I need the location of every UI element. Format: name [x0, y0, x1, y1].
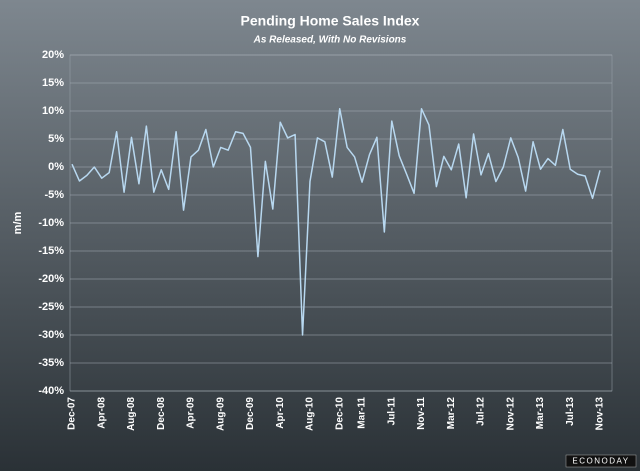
- x-tick-label: Aug-09: [215, 397, 226, 431]
- x-tick-label: Aug-10: [305, 397, 316, 431]
- x-tick-label: Apr-09: [186, 397, 197, 429]
- chart-subtitle: As Released, With No Revisions: [253, 35, 407, 46]
- x-tick-label: Dec-09: [245, 397, 256, 430]
- x-tick-label: Mar-12: [446, 397, 457, 430]
- x-tick-label: Dec-08: [156, 397, 167, 430]
- y-tick-label: 0%: [48, 161, 64, 173]
- y-tick-label: -15%: [38, 245, 64, 257]
- data-line: [71, 108, 601, 336]
- chart-title: Pending Home Sales Index: [241, 13, 420, 29]
- x-tick-label: Apr-10: [275, 397, 286, 429]
- x-tick-label: Nov-12: [505, 397, 516, 431]
- logo: ECONODAY: [572, 457, 629, 466]
- y-tick-label: -35%: [38, 357, 64, 369]
- y-tick-label: -40%: [38, 385, 64, 397]
- x-tick-label: Mar-11: [357, 397, 368, 429]
- y-tick-label: -5%: [44, 189, 64, 201]
- logo-box: [565, 454, 637, 468]
- y-tick-label: 5%: [48, 133, 64, 145]
- x-tick-label: Dec-10: [334, 397, 345, 430]
- x-tick-label: Nov-13: [595, 397, 606, 431]
- y-tick-label: 20%: [42, 49, 64, 61]
- y-tick-label: 15%: [42, 77, 64, 89]
- x-tick-label: Mar-13: [535, 397, 546, 430]
- x-tick-label: Apr-08: [96, 397, 107, 429]
- y-tick-label: -25%: [38, 301, 64, 313]
- y-tick-label: -30%: [38, 329, 64, 341]
- x-tick-label: Jul-13: [565, 397, 576, 426]
- y-tick-label: -10%: [38, 217, 64, 229]
- x-tick-label: Aug-08: [126, 397, 137, 431]
- y-tick-label: 10%: [42, 105, 64, 117]
- x-tick-label: Jul-12: [476, 397, 487, 426]
- x-tick-label: Dec-07: [67, 397, 78, 430]
- y-tick-label: -20%: [38, 273, 64, 285]
- y-axis-label: m/m: [12, 211, 24, 234]
- x-tick-label: Jul-11: [386, 397, 397, 426]
- x-tick-label: Nov-11: [416, 397, 427, 430]
